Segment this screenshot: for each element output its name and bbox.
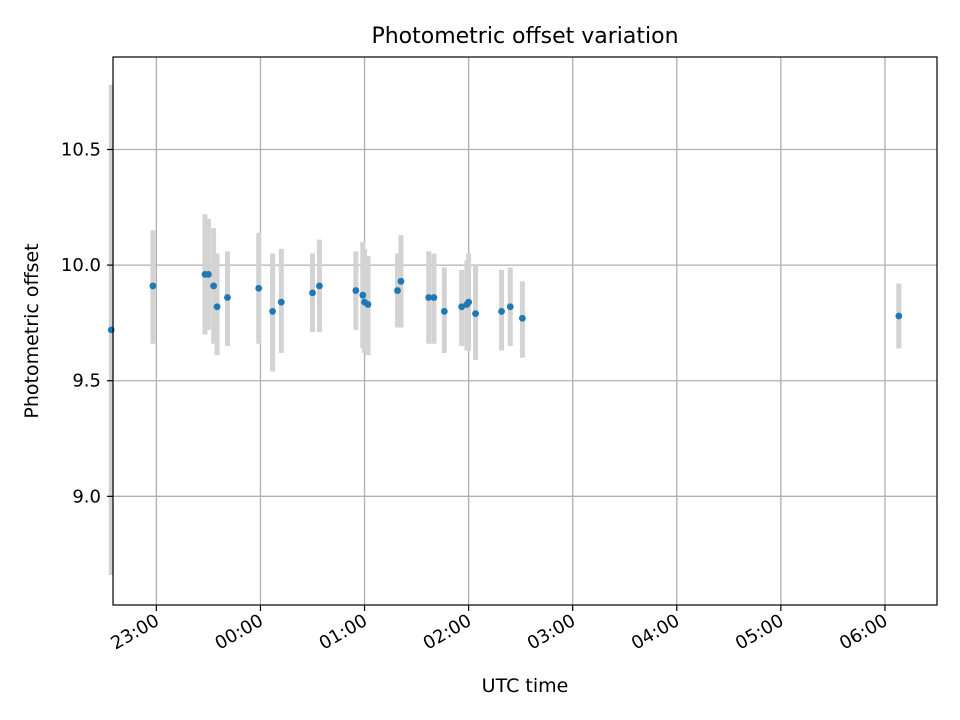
data-point (425, 294, 433, 301)
data-point (440, 307, 448, 315)
data-point (394, 287, 401, 294)
data-point (107, 326, 115, 334)
y-tick-label: 9.0 (72, 486, 101, 507)
data-point (397, 277, 405, 285)
data-point (316, 282, 323, 290)
data-point (255, 284, 263, 292)
data-point (352, 287, 360, 294)
data-point (465, 298, 473, 306)
data-point (149, 282, 157, 290)
data-point (359, 291, 367, 299)
data-point (364, 301, 372, 308)
data-point (472, 310, 479, 318)
data-point (269, 307, 276, 315)
data-point (309, 289, 316, 297)
plot-frame (112, 56, 938, 606)
grid (113, 57, 937, 605)
data-point (210, 282, 218, 290)
y-tick-label: 10.5 (61, 139, 101, 160)
data-points (107, 270, 903, 334)
y-tick-label: 10.0 (61, 255, 101, 276)
data-point (224, 294, 231, 301)
data-point (458, 303, 466, 311)
data-point (430, 294, 438, 301)
chart-title: Photometric offset variation (371, 24, 678, 49)
data-point (506, 303, 514, 311)
y-tick-label: 9.5 (72, 371, 101, 392)
y-axis-label: Photometric offset (21, 243, 43, 418)
x-axis-label: UTC time (482, 675, 569, 697)
data-point (205, 270, 212, 278)
data-point (498, 307, 505, 315)
data-point (213, 303, 221, 311)
data-point (518, 314, 526, 322)
data-point (895, 312, 903, 320)
data-point (277, 298, 285, 306)
